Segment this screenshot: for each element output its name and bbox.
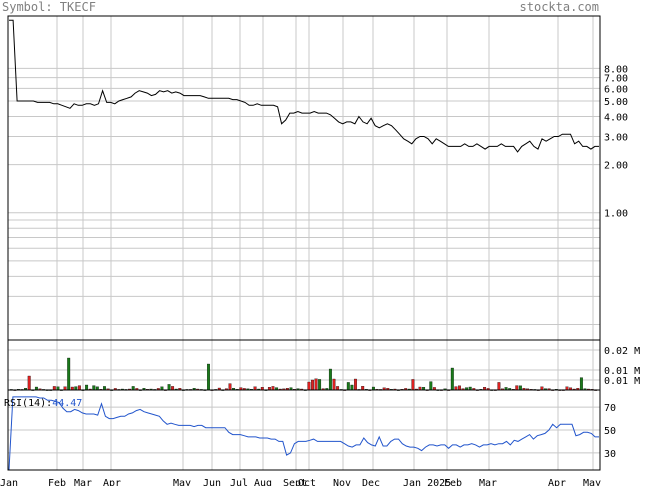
volume-bar <box>518 385 522 391</box>
rsi-line <box>8 396 599 471</box>
volume-bar <box>85 384 89 391</box>
volume-bar <box>332 378 336 391</box>
volume-bar <box>228 383 232 391</box>
x-tick-label: Sept <box>283 478 307 486</box>
volume-bar <box>318 379 322 391</box>
volume-bar <box>77 385 81 391</box>
volume-bar <box>167 384 171 391</box>
volume-bar <box>207 363 210 391</box>
volume-axis-labels: 0.02 M 0.01 M0.01 M <box>604 346 640 387</box>
rsi-axis-labels: 70 50 30 <box>604 403 616 460</box>
x-tick-label: Feb <box>444 478 462 486</box>
rsi-value: 44.47 <box>52 398 82 409</box>
price-axis-labels: 8.007.006.00 5.00 4.00 3.00 2.00 1.00 <box>604 64 628 219</box>
x-tick-label: Jan 2025 <box>403 478 451 486</box>
volume-bar <box>131 386 135 391</box>
volume-bar <box>346 382 350 391</box>
x-tick-label: Mar <box>479 478 497 486</box>
x-tick-label: Jun <box>203 478 221 486</box>
x-tick-label: Feb <box>48 478 66 486</box>
volume-bar <box>497 382 501 391</box>
volume-tick-label: 0.01 M <box>604 376 640 387</box>
x-tick-label: May <box>173 478 191 486</box>
volume-tick-label: 0.02 M <box>604 346 640 357</box>
volume-bar <box>454 386 458 391</box>
rsi-label: RSI(14):44.47 <box>4 398 82 409</box>
price-tick-label: 6.00 <box>604 84 628 95</box>
x-tick-label: Jul <box>230 478 248 486</box>
price-tick-label: 5.00 <box>604 97 628 108</box>
price-tick-label: 4.00 <box>604 112 628 123</box>
x-tick-label: Apr <box>548 478 566 486</box>
price-tick-label: 3.00 <box>604 132 628 143</box>
volume-bar <box>458 385 461 391</box>
price-tick-label: 2.00 <box>604 161 628 172</box>
volume-bar <box>350 384 354 391</box>
price-line <box>9 19 599 153</box>
rsi-tick-label: 50 <box>604 426 616 437</box>
volume-bar <box>354 378 357 391</box>
x-tick-label: Apr <box>103 478 121 486</box>
volume-frame <box>7 339 601 391</box>
rsi-colon: : <box>46 398 52 409</box>
volume-bar <box>314 378 318 391</box>
volume-bar <box>311 379 314 391</box>
x-tick-label: Jan <box>0 478 18 486</box>
price-tick-label: 8.00 <box>604 64 628 75</box>
panel-frames <box>7 15 601 471</box>
x-tick-label: May <box>583 478 601 486</box>
volume-bar <box>579 377 583 391</box>
price-tick-label: 1.00 <box>604 209 628 220</box>
rsi-grid <box>7 390 600 470</box>
volume-bar <box>103 386 106 391</box>
x-tick-label: Mar <box>74 478 92 486</box>
x-tick-label: Nov <box>333 478 351 486</box>
site-label: stockta.com <box>520 0 599 14</box>
volume-bar <box>307 381 311 391</box>
volume-bar <box>171 386 175 391</box>
symbol-label: Symbol: TKECF <box>2 0 96 14</box>
price-grid <box>7 16 600 340</box>
volume-bar <box>52 386 56 391</box>
volume-bar <box>429 381 433 391</box>
volume-bar <box>67 357 71 391</box>
price-frame <box>7 15 601 341</box>
rsi-tick-label: 70 <box>604 403 616 414</box>
volume-bars <box>9 357 598 391</box>
volume-bar <box>271 386 275 391</box>
rsi-tick-label: 30 <box>604 449 616 460</box>
volume-bar <box>328 368 332 391</box>
volume-bar <box>450 367 454 391</box>
volume-grid <box>7 340 600 390</box>
volume-bar <box>92 385 96 391</box>
volume-bar <box>27 375 31 391</box>
rsi-name: RSI(14) <box>4 398 46 409</box>
x-tick-label: Aug <box>254 478 272 486</box>
price-tick-label: 7.00 <box>604 74 628 85</box>
x-tick-label: Dec <box>362 478 380 486</box>
volume-bar <box>411 379 415 391</box>
volume-tick-label: 0.01 M <box>604 366 640 377</box>
volume-bar <box>74 386 78 391</box>
volume-bar <box>336 386 340 391</box>
volume-bar <box>515 385 519 391</box>
x-tick-label: Oct <box>298 478 316 486</box>
rsi-frame <box>7 389 601 471</box>
volume-bar <box>361 386 365 391</box>
